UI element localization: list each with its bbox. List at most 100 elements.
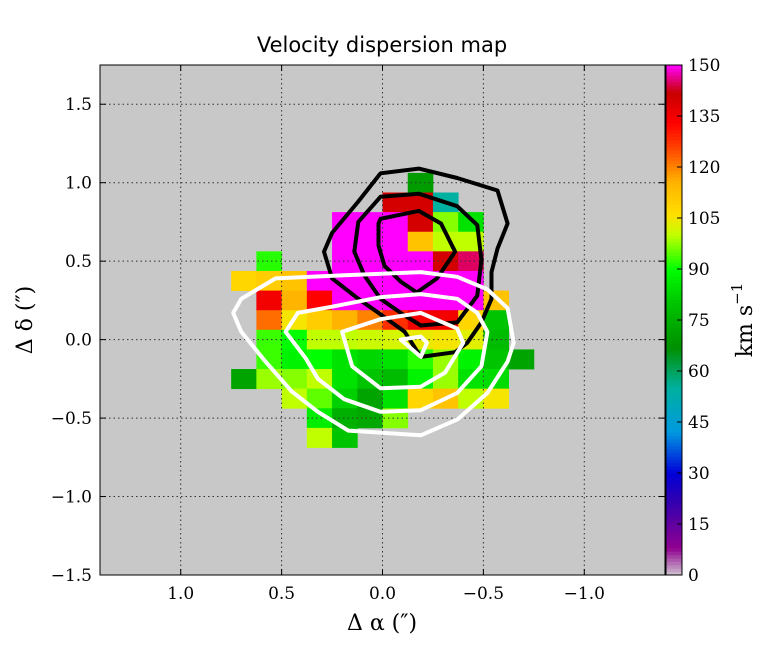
colorbar-segment (666, 337, 682, 341)
colorbar-segment (666, 119, 682, 124)
colorbar-segment (666, 241, 682, 246)
colorbar-tick-label: 105 (688, 209, 720, 229)
heatmap-cell (483, 388, 510, 409)
heatmap-cell (458, 212, 484, 233)
heatmap-cell (306, 270, 333, 291)
colorbar-segment (666, 340, 682, 345)
colorbar-segment (666, 507, 682, 511)
colorbar-segment (666, 439, 682, 443)
colorbar-segment (666, 357, 682, 362)
heatmap-cell (407, 231, 434, 252)
colorbar-unit: km s (733, 305, 758, 357)
colorbar-segment (666, 496, 682, 501)
colorbar-segment (666, 388, 682, 392)
colorbar-segment (666, 428, 682, 433)
colorbar-segment (666, 122, 682, 127)
colorbar-segment (666, 269, 682, 273)
colorbar-segment (666, 442, 682, 447)
colorbar-segment (666, 292, 682, 297)
colorbar-segment (666, 289, 682, 294)
colorbar-segment (666, 235, 682, 239)
heatmap-cell (432, 329, 459, 350)
heatmap-cell (281, 270, 308, 291)
colorbar-segment (666, 547, 682, 552)
colorbar-segment (666, 303, 682, 307)
colorbar-tick-label: 30 (688, 464, 710, 484)
y-tick-label: −1.5 (51, 566, 92, 586)
x-tick-label: 0.0 (369, 584, 396, 604)
colorbar-segment (666, 371, 682, 375)
colorbar-segment (666, 231, 682, 236)
heatmap-cell (407, 349, 434, 370)
colorbar-segment (666, 218, 682, 222)
colorbar-segment (666, 534, 682, 539)
colorbar-segment (666, 377, 682, 382)
colorbar-segment (666, 469, 682, 474)
colorbar-segment (666, 422, 682, 426)
heatmap-cell (382, 349, 409, 370)
heatmap-cell (306, 329, 333, 350)
colorbar-segment (666, 88, 682, 93)
heatmap-cell (256, 369, 283, 390)
heatmap-cell (332, 310, 358, 331)
contour-line (398, 334, 429, 359)
colorbar-segment (666, 367, 682, 372)
colorbar-segment (666, 435, 682, 440)
colorbar-segment (666, 466, 682, 471)
colorbar-tick-label: 45 (688, 413, 710, 433)
colorbar-segment (666, 82, 682, 86)
heatmap-cell (407, 388, 434, 409)
y-tick-label: −1.0 (51, 488, 92, 508)
colorbar-segment (666, 425, 682, 430)
colorbar-segment (666, 401, 682, 406)
colorbar-segment (666, 201, 682, 205)
colorbar-segment (666, 190, 682, 195)
colorbar-segment (666, 452, 682, 457)
colorbar-segment (666, 177, 682, 182)
colorbar-segment (666, 520, 682, 525)
colorbar-segment (666, 65, 682, 69)
heatmap-cell (256, 349, 283, 370)
colorbar-segment (666, 381, 682, 386)
heatmap-cell (231, 369, 257, 390)
heatmap-cell (382, 231, 409, 252)
colorbar-segment (666, 537, 682, 542)
heatmap-cell (231, 270, 257, 291)
colorbar-segment (666, 571, 682, 576)
colorbar-segment (666, 527, 682, 532)
colorbar-segment (666, 568, 682, 573)
colorbar-segment (666, 333, 682, 338)
y-axis-label: Δ δ (″) (13, 286, 38, 355)
colorbar-segment (666, 408, 682, 413)
colorbar-segment (666, 207, 682, 212)
colorbar-segment (666, 530, 682, 535)
heatmap-cell (432, 212, 459, 233)
colorbar-segment (666, 456, 682, 460)
heatmap-cell (382, 270, 409, 291)
colorbar-segment (666, 462, 682, 467)
colorbar-segment (666, 558, 682, 562)
colorbar: 0 15 30 45 60 75 90 105 120 135 150 (665, 56, 720, 586)
colorbar-segment (666, 143, 682, 148)
heatmap-cell (256, 251, 283, 272)
colorbar-segment (666, 133, 682, 137)
colorbar-segment (666, 150, 682, 154)
plot-area: 1.0 0.5 0.0 −0.5 −1.0 −1.5 −1.0 −0.5 0.0 0.5 1.0 1.… (51, 64, 666, 604)
colorbar-segment (666, 163, 682, 168)
colorbar-segment (666, 360, 682, 365)
heatmap-cell (508, 349, 535, 370)
colorbar-segment (666, 513, 682, 518)
colorbar-segment (666, 160, 682, 165)
y-tick-label: 0.0 (65, 331, 92, 351)
heatmap-cell (306, 427, 333, 448)
heatmap-cell (306, 310, 333, 331)
colorbar-segment (666, 228, 682, 233)
colorbar-segment (666, 136, 682, 141)
colorbar-segment (666, 524, 682, 528)
heatmap-cell (256, 290, 283, 311)
y-tick-label: 1.0 (65, 174, 92, 194)
colorbar-segment (666, 221, 682, 226)
colorbar-segment (666, 449, 682, 454)
colorbar-segment (666, 194, 682, 199)
colorbar-segment (666, 153, 682, 158)
